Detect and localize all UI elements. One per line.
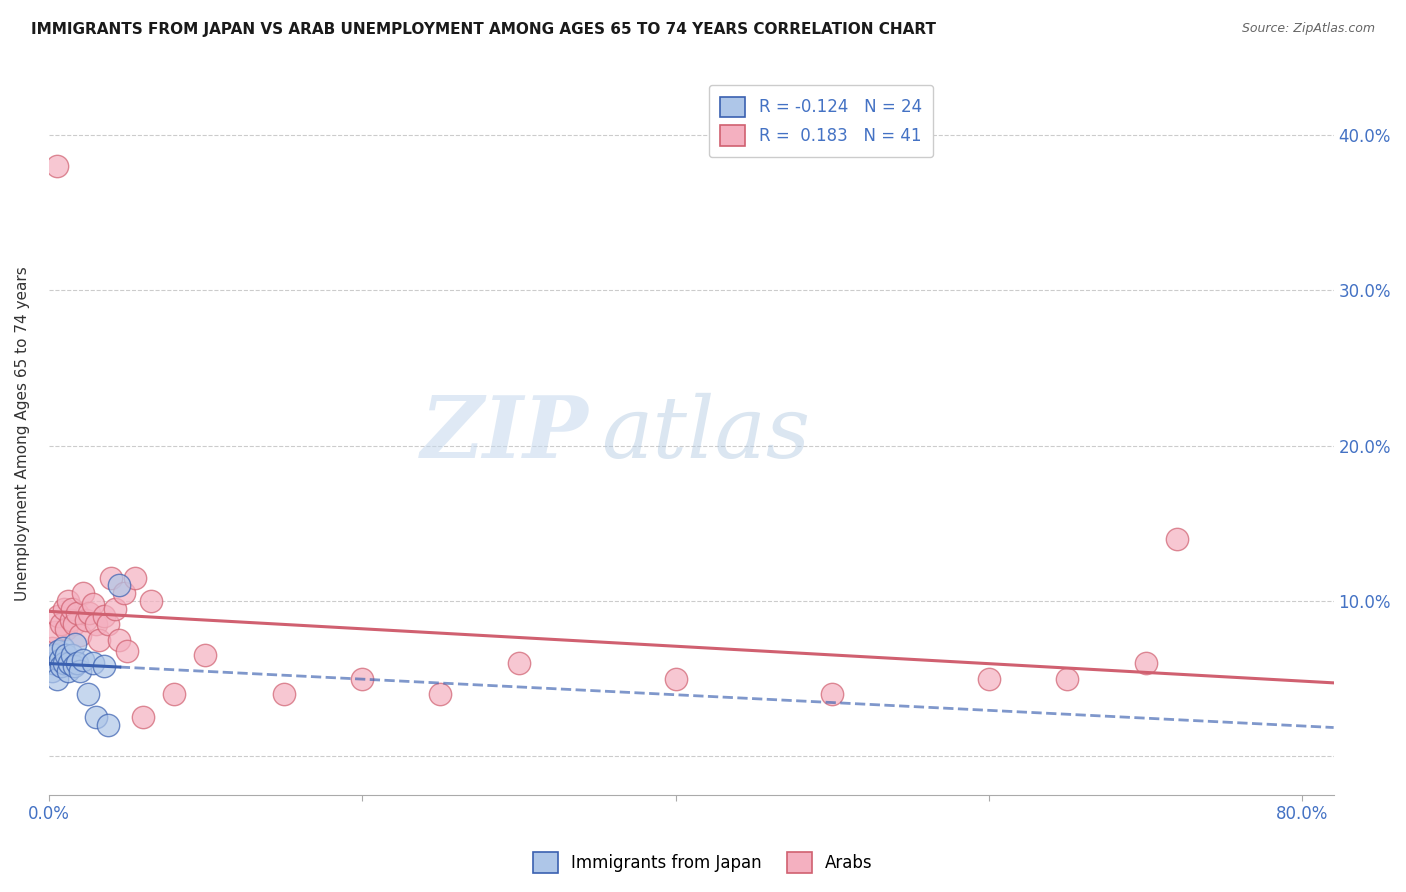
Point [63, 659, 86, 673]
Point [97, 718, 120, 732]
Y-axis label: Unemployment Among Ages 65 to 74 years: Unemployment Among Ages 65 to 74 years [15, 267, 30, 601]
Point [194, 648, 217, 663]
Point [55, 622, 77, 636]
Text: Source: ZipAtlas.com: Source: ZipAtlas.com [1241, 22, 1375, 36]
Point [66, 607, 89, 621]
Point [77, 687, 100, 701]
Point [139, 594, 162, 608]
Point [60, 601, 83, 615]
Point [1166, 532, 1188, 546]
Point [100, 571, 122, 585]
Point [44, 648, 66, 663]
Point [821, 687, 844, 701]
Point [45, 159, 67, 173]
Point [352, 672, 374, 686]
Point [59, 613, 82, 627]
Point [75, 613, 97, 627]
Point [56, 664, 79, 678]
Point [42, 656, 65, 670]
Point [108, 632, 131, 647]
Point [115, 643, 138, 657]
Point [51, 659, 73, 673]
Point [72, 586, 94, 600]
Point [58, 656, 80, 670]
Point [52, 640, 75, 655]
Point [79, 607, 101, 621]
Point [112, 586, 135, 600]
Point [55, 648, 77, 663]
Point [1135, 656, 1157, 670]
Legend: R = -0.124   N = 24, R =  0.183   N = 41: R = -0.124 N = 24, R = 0.183 N = 41 [709, 85, 934, 157]
Point [84, 617, 107, 632]
Point [72, 653, 94, 667]
Text: IMMIGRANTS FROM JAPAN VS ARAB UNEMPLOYMENT AMONG AGES 65 TO 74 YEARS CORRELATION: IMMIGRANTS FROM JAPAN VS ARAB UNEMPLOYME… [31, 22, 936, 37]
Point [97, 617, 120, 632]
Point [508, 656, 530, 670]
Point [82, 656, 104, 670]
Point [108, 578, 131, 592]
Text: ZIP: ZIP [420, 392, 588, 475]
Point [44, 625, 66, 640]
Point [977, 672, 1000, 686]
Legend: Immigrants from Japan, Arabs: Immigrants from Japan, Arabs [526, 846, 880, 880]
Point [93, 659, 115, 673]
Point [82, 597, 104, 611]
Point [84, 710, 107, 724]
Point [65, 637, 87, 651]
Point [53, 601, 76, 615]
Point [53, 656, 76, 670]
Point [46, 643, 69, 657]
Point [56, 594, 79, 608]
Point [1056, 672, 1078, 686]
Point [664, 672, 686, 686]
Point [51, 617, 73, 632]
Point [124, 571, 146, 585]
Point [46, 609, 69, 624]
Point [41, 664, 63, 678]
Point [63, 617, 86, 632]
Point [69, 628, 91, 642]
Point [93, 609, 115, 624]
Point [41, 640, 63, 655]
Point [103, 601, 125, 615]
Point [66, 656, 89, 670]
Text: atlas: atlas [602, 392, 810, 475]
Point [45, 672, 67, 686]
Point [69, 664, 91, 678]
Point [87, 632, 110, 647]
Point [273, 687, 295, 701]
Point [429, 687, 451, 701]
Point [48, 653, 70, 667]
Point [132, 710, 155, 724]
Point [60, 648, 83, 663]
Point [163, 687, 186, 701]
